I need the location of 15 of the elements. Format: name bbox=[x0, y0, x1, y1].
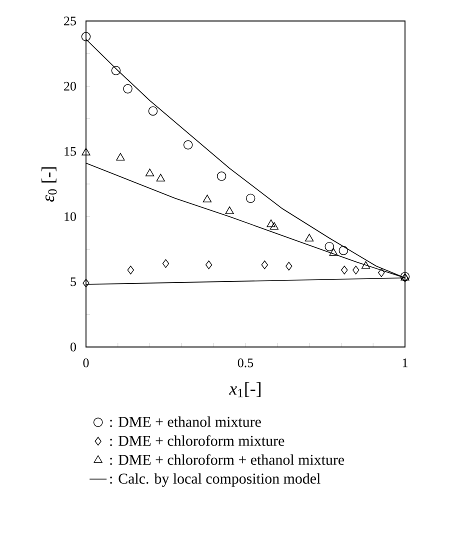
y-tick-label: 20 bbox=[64, 82, 76, 91]
legend-label: : DME + ethanol mixture bbox=[110, 416, 261, 427]
y-tick-label: 5 bbox=[70, 277, 76, 286]
x-tick-label: 0 bbox=[83, 358, 89, 368]
y-tick-label: 10 bbox=[64, 212, 76, 221]
y-tick-label: 25 bbox=[64, 16, 76, 26]
y-tick-label: 0 bbox=[70, 342, 76, 352]
y-tick-label: 15 bbox=[64, 147, 76, 156]
x-tick-label: 1 bbox=[402, 358, 408, 368]
legend-label: : DME + chloroform mixture bbox=[110, 435, 284, 446]
legend-label: : DME + chloroform + ethanol mixture bbox=[110, 454, 344, 465]
legend-label: : Calc. by local composition model bbox=[110, 473, 320, 487]
x-axis-title: x$_{1}$[-] bbox=[228, 382, 260, 398]
x-tick-label: 0.5 bbox=[238, 358, 254, 368]
y-axis-title: ε$_{0}$ [-] bbox=[42, 167, 57, 202]
